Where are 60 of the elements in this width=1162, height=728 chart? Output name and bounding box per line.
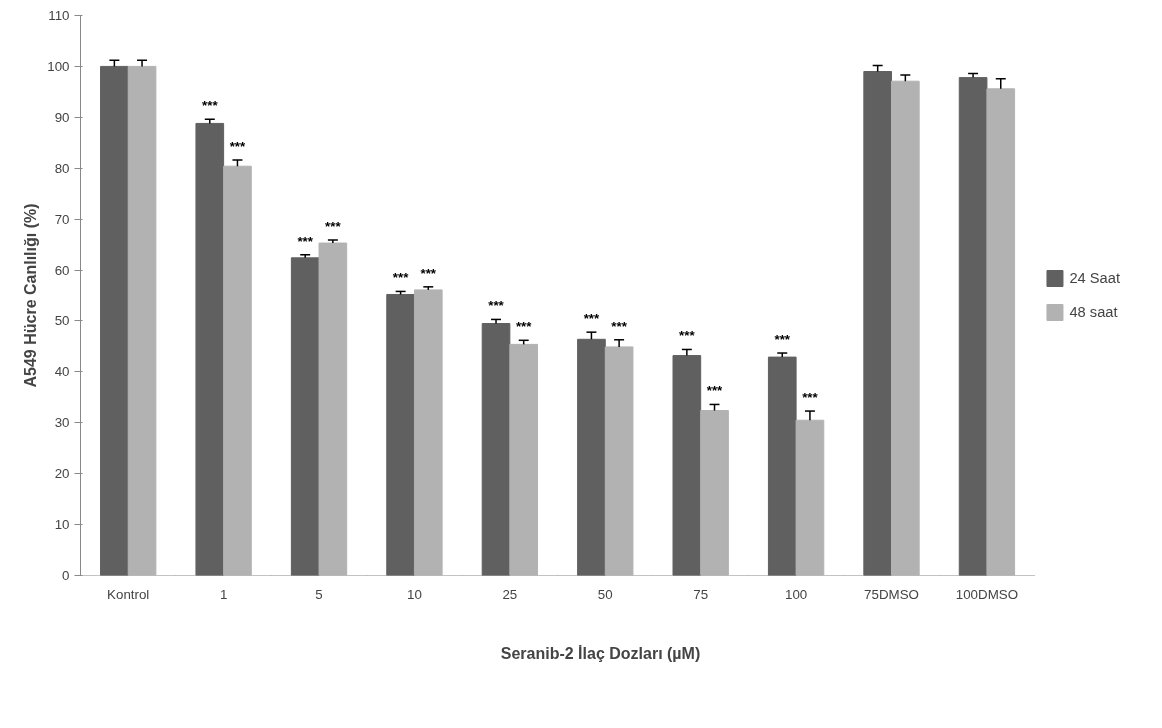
- x-tick-label: 25: [502, 586, 518, 602]
- bar: [891, 80, 920, 576]
- x-tick-label: 1: [219, 586, 228, 602]
- x-tick-label: Kontrol: [107, 586, 150, 602]
- bar: [767, 356, 797, 576]
- x-tick-label: 75DMSO: [864, 586, 919, 602]
- data-label: ***: [202, 98, 219, 114]
- bar: [700, 410, 729, 576]
- legend-label: 48 saat: [1069, 304, 1118, 320]
- data-label: ***: [325, 218, 342, 234]
- bar: [413, 289, 443, 576]
- bar: [863, 71, 893, 576]
- y-tick-label: 50: [54, 313, 70, 329]
- data-label: ***: [420, 265, 437, 281]
- data-label: ***: [392, 270, 410, 286]
- legend-label: 24 Saat: [1069, 270, 1120, 286]
- bar: [223, 165, 252, 576]
- y-tick-label: 90: [54, 109, 70, 125]
- x-tick-label: 100: [784, 586, 808, 602]
- data-label: ***: [774, 331, 791, 347]
- bar: [100, 65, 129, 576]
- y-tick-label: 0: [62, 568, 70, 583]
- bar: [795, 419, 825, 576]
- data-label: ***: [515, 319, 533, 335]
- data-label: ***: [297, 233, 314, 249]
- bar: [577, 338, 606, 576]
- data-label: ***: [488, 298, 505, 314]
- x-axis-title: Seranib-2 İlaç Dozları (µM): [500, 644, 701, 662]
- x-tick-label: 10: [407, 586, 422, 602]
- y-tick-label: 70: [54, 211, 70, 227]
- data-label: ***: [679, 328, 696, 344]
- bar: [986, 88, 1016, 576]
- x-tick-label: 100DMSO: [955, 586, 1019, 602]
- x-tick-label: 50: [597, 586, 613, 602]
- y-tick-label: 40: [54, 364, 70, 380]
- data-label: ***: [229, 138, 247, 154]
- y-tick-label: 110: [48, 8, 70, 23]
- y-tick-label: 100: [47, 58, 70, 74]
- x-tick-label: 75: [693, 586, 709, 602]
- bar: [958, 77, 988, 576]
- bar: [127, 65, 157, 576]
- bar: [318, 242, 348, 576]
- bar: [481, 323, 511, 576]
- bar: [195, 122, 225, 576]
- data-label: ***: [583, 311, 601, 327]
- y-tick-label: 30: [54, 415, 70, 431]
- bar: [672, 355, 702, 576]
- y-tick-label: 20: [54, 466, 70, 482]
- data-label: ***: [611, 318, 628, 334]
- bar: [386, 293, 415, 576]
- bar: [509, 343, 539, 576]
- data-label: ***: [706, 383, 724, 399]
- y-tick-label: 80: [54, 160, 70, 176]
- bar: [604, 346, 634, 576]
- y-tick-label: 60: [54, 262, 70, 278]
- y-tick-label: 10: [54, 517, 70, 533]
- bar: [290, 257, 320, 576]
- x-tick-label: 5: [315, 586, 323, 602]
- data-label: ***: [802, 389, 819, 405]
- y-axis-title: A549 Hücre Canlılığı (%): [22, 203, 40, 388]
